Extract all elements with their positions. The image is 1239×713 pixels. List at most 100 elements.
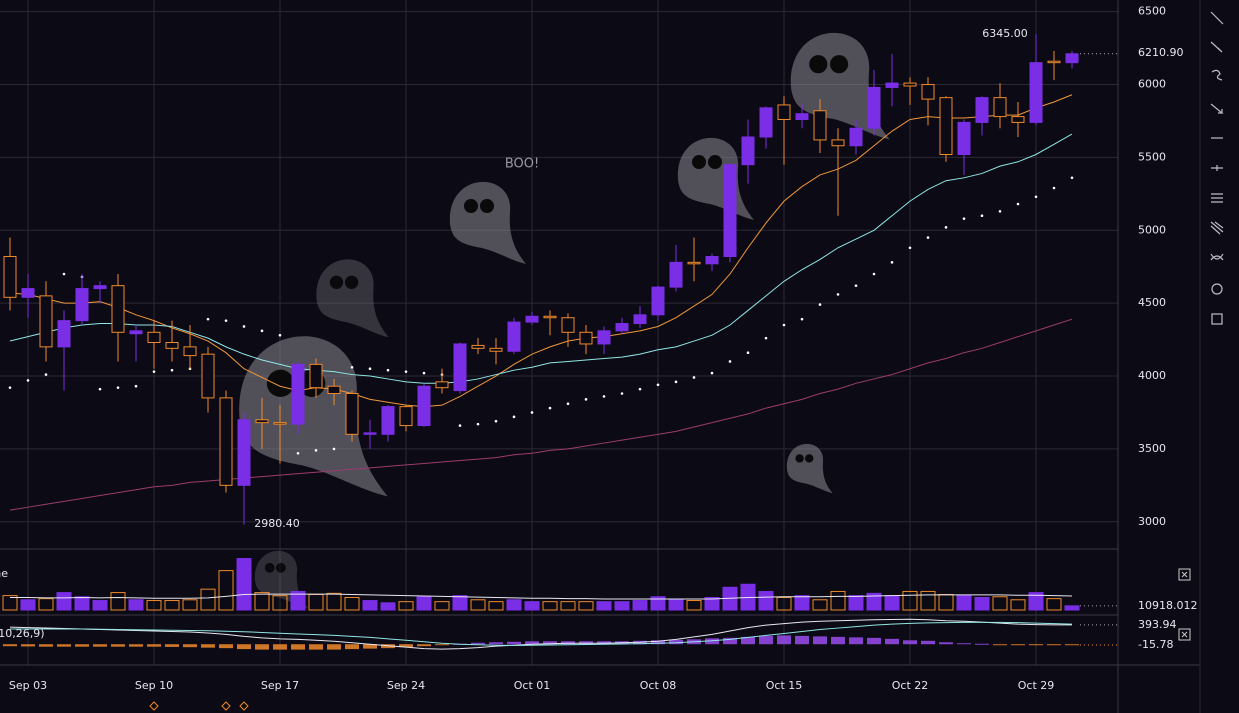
y-tick-label: 3000 <box>1138 515 1166 528</box>
volume-bar <box>704 597 720 611</box>
sar-dot <box>206 317 210 321</box>
volume-bar <box>884 595 900 611</box>
tool-arrow[interactable] <box>1210 103 1224 114</box>
candle-body <box>543 315 557 319</box>
volume-bar <box>542 601 558 611</box>
volume-bar <box>668 599 684 611</box>
tool-rect[interactable] <box>1211 313 1223 325</box>
tool-line[interactable] <box>1210 11 1224 25</box>
macd-histogram <box>1029 644 1043 646</box>
y-tick-label: 4500 <box>1138 296 1166 309</box>
x-tick-label: Oct 08 <box>640 679 677 692</box>
macd-histogram <box>957 643 971 645</box>
tool-hray[interactable] <box>1211 165 1223 171</box>
panel-close[interactable] <box>1178 568 1191 581</box>
macd-histogram <box>237 644 251 650</box>
macd-histogram <box>111 644 125 647</box>
macd-histogram <box>417 644 431 647</box>
volume-bar <box>560 601 576 611</box>
candle-body <box>777 104 791 121</box>
sar-dot <box>44 373 48 376</box>
macd-histogram <box>1047 644 1061 646</box>
x-tick-label: Oct 01 <box>514 679 551 692</box>
macd-histogram <box>129 644 143 647</box>
volume-bar <box>920 590 936 611</box>
x-tick-label: Sep 10 <box>135 679 173 692</box>
volume-bar <box>362 600 378 611</box>
y-tick-label: 6000 <box>1138 78 1166 91</box>
candle-body <box>75 288 89 322</box>
signal-line <box>10 621 1073 646</box>
sar-dot <box>152 370 156 373</box>
volume-bar <box>1064 605 1080 611</box>
volume-bar <box>236 558 252 611</box>
volume-bar <box>650 596 666 611</box>
volume-bar <box>308 593 324 611</box>
y-tick-label: 3500 <box>1138 442 1166 455</box>
toolbar <box>1210 11 1224 325</box>
volume-bar <box>326 592 342 611</box>
tool-circle[interactable] <box>1211 283 1223 295</box>
candle-body <box>255 419 269 424</box>
sar-dot <box>404 370 408 373</box>
tool-ray[interactable] <box>1210 41 1223 53</box>
x-tick-label: Oct 29 <box>1018 679 1055 692</box>
candle-body <box>39 295 53 348</box>
volume-bar <box>1010 599 1026 611</box>
candle-body <box>939 97 953 155</box>
sar-dot <box>368 367 372 371</box>
candle-body <box>453 343 467 392</box>
volume-bar <box>20 599 36 611</box>
volume-bar <box>866 592 882 611</box>
volume-bar <box>614 601 630 611</box>
tool-fib[interactable] <box>1211 193 1223 203</box>
candle-body <box>723 164 737 258</box>
candle-body <box>561 317 575 333</box>
macd-histogram <box>939 642 953 645</box>
volume-bar <box>380 602 396 611</box>
sar-dot <box>350 365 354 369</box>
candle-body <box>417 385 431 427</box>
x-tick-label: Oct 22 <box>892 679 929 692</box>
macd-histogram <box>849 637 863 645</box>
macd-histogram <box>723 637 737 645</box>
sar-dot <box>1070 176 1074 180</box>
candle-body <box>615 323 629 332</box>
sar-dot <box>980 214 984 218</box>
sar-dot <box>818 303 822 306</box>
x-tick-label: Sep 03 <box>9 679 47 692</box>
macd-histogram <box>363 644 377 649</box>
candle-body <box>741 136 755 166</box>
y-tick-label: 4000 <box>1138 369 1166 382</box>
candle-body <box>687 261 701 265</box>
candle-body <box>867 86 881 129</box>
macd-histogram <box>39 644 53 647</box>
grid <box>0 0 1118 665</box>
macd-histogram <box>93 644 107 647</box>
candle-body <box>507 321 521 352</box>
sar-dot <box>800 317 804 321</box>
sar-dot <box>476 422 480 426</box>
candle-body <box>489 347 503 352</box>
candle-body <box>345 393 359 435</box>
tool-fan[interactable] <box>1210 221 1224 235</box>
candle-body <box>21 288 35 298</box>
tool-pitchfork[interactable] <box>1210 253 1224 261</box>
candle-body <box>165 342 179 349</box>
volume-bar <box>110 592 126 611</box>
panel-close[interactable] <box>1178 628 1191 641</box>
sar-dot <box>314 449 318 452</box>
sar-dot <box>242 325 246 328</box>
candle-body <box>309 363 323 389</box>
candle-body <box>57 320 71 348</box>
candle-body <box>633 314 647 325</box>
macd-histogram <box>471 642 485 645</box>
macd-histogram <box>867 637 881 645</box>
moving-average <box>9 94 1073 408</box>
tool-curve[interactable] <box>1211 69 1223 81</box>
annotation: 2980.40 <box>254 517 300 530</box>
sar-dot <box>584 398 588 401</box>
volume-bar <box>830 590 846 611</box>
volume-bar <box>272 595 288 611</box>
y-tick-label: 5500 <box>1138 150 1166 163</box>
